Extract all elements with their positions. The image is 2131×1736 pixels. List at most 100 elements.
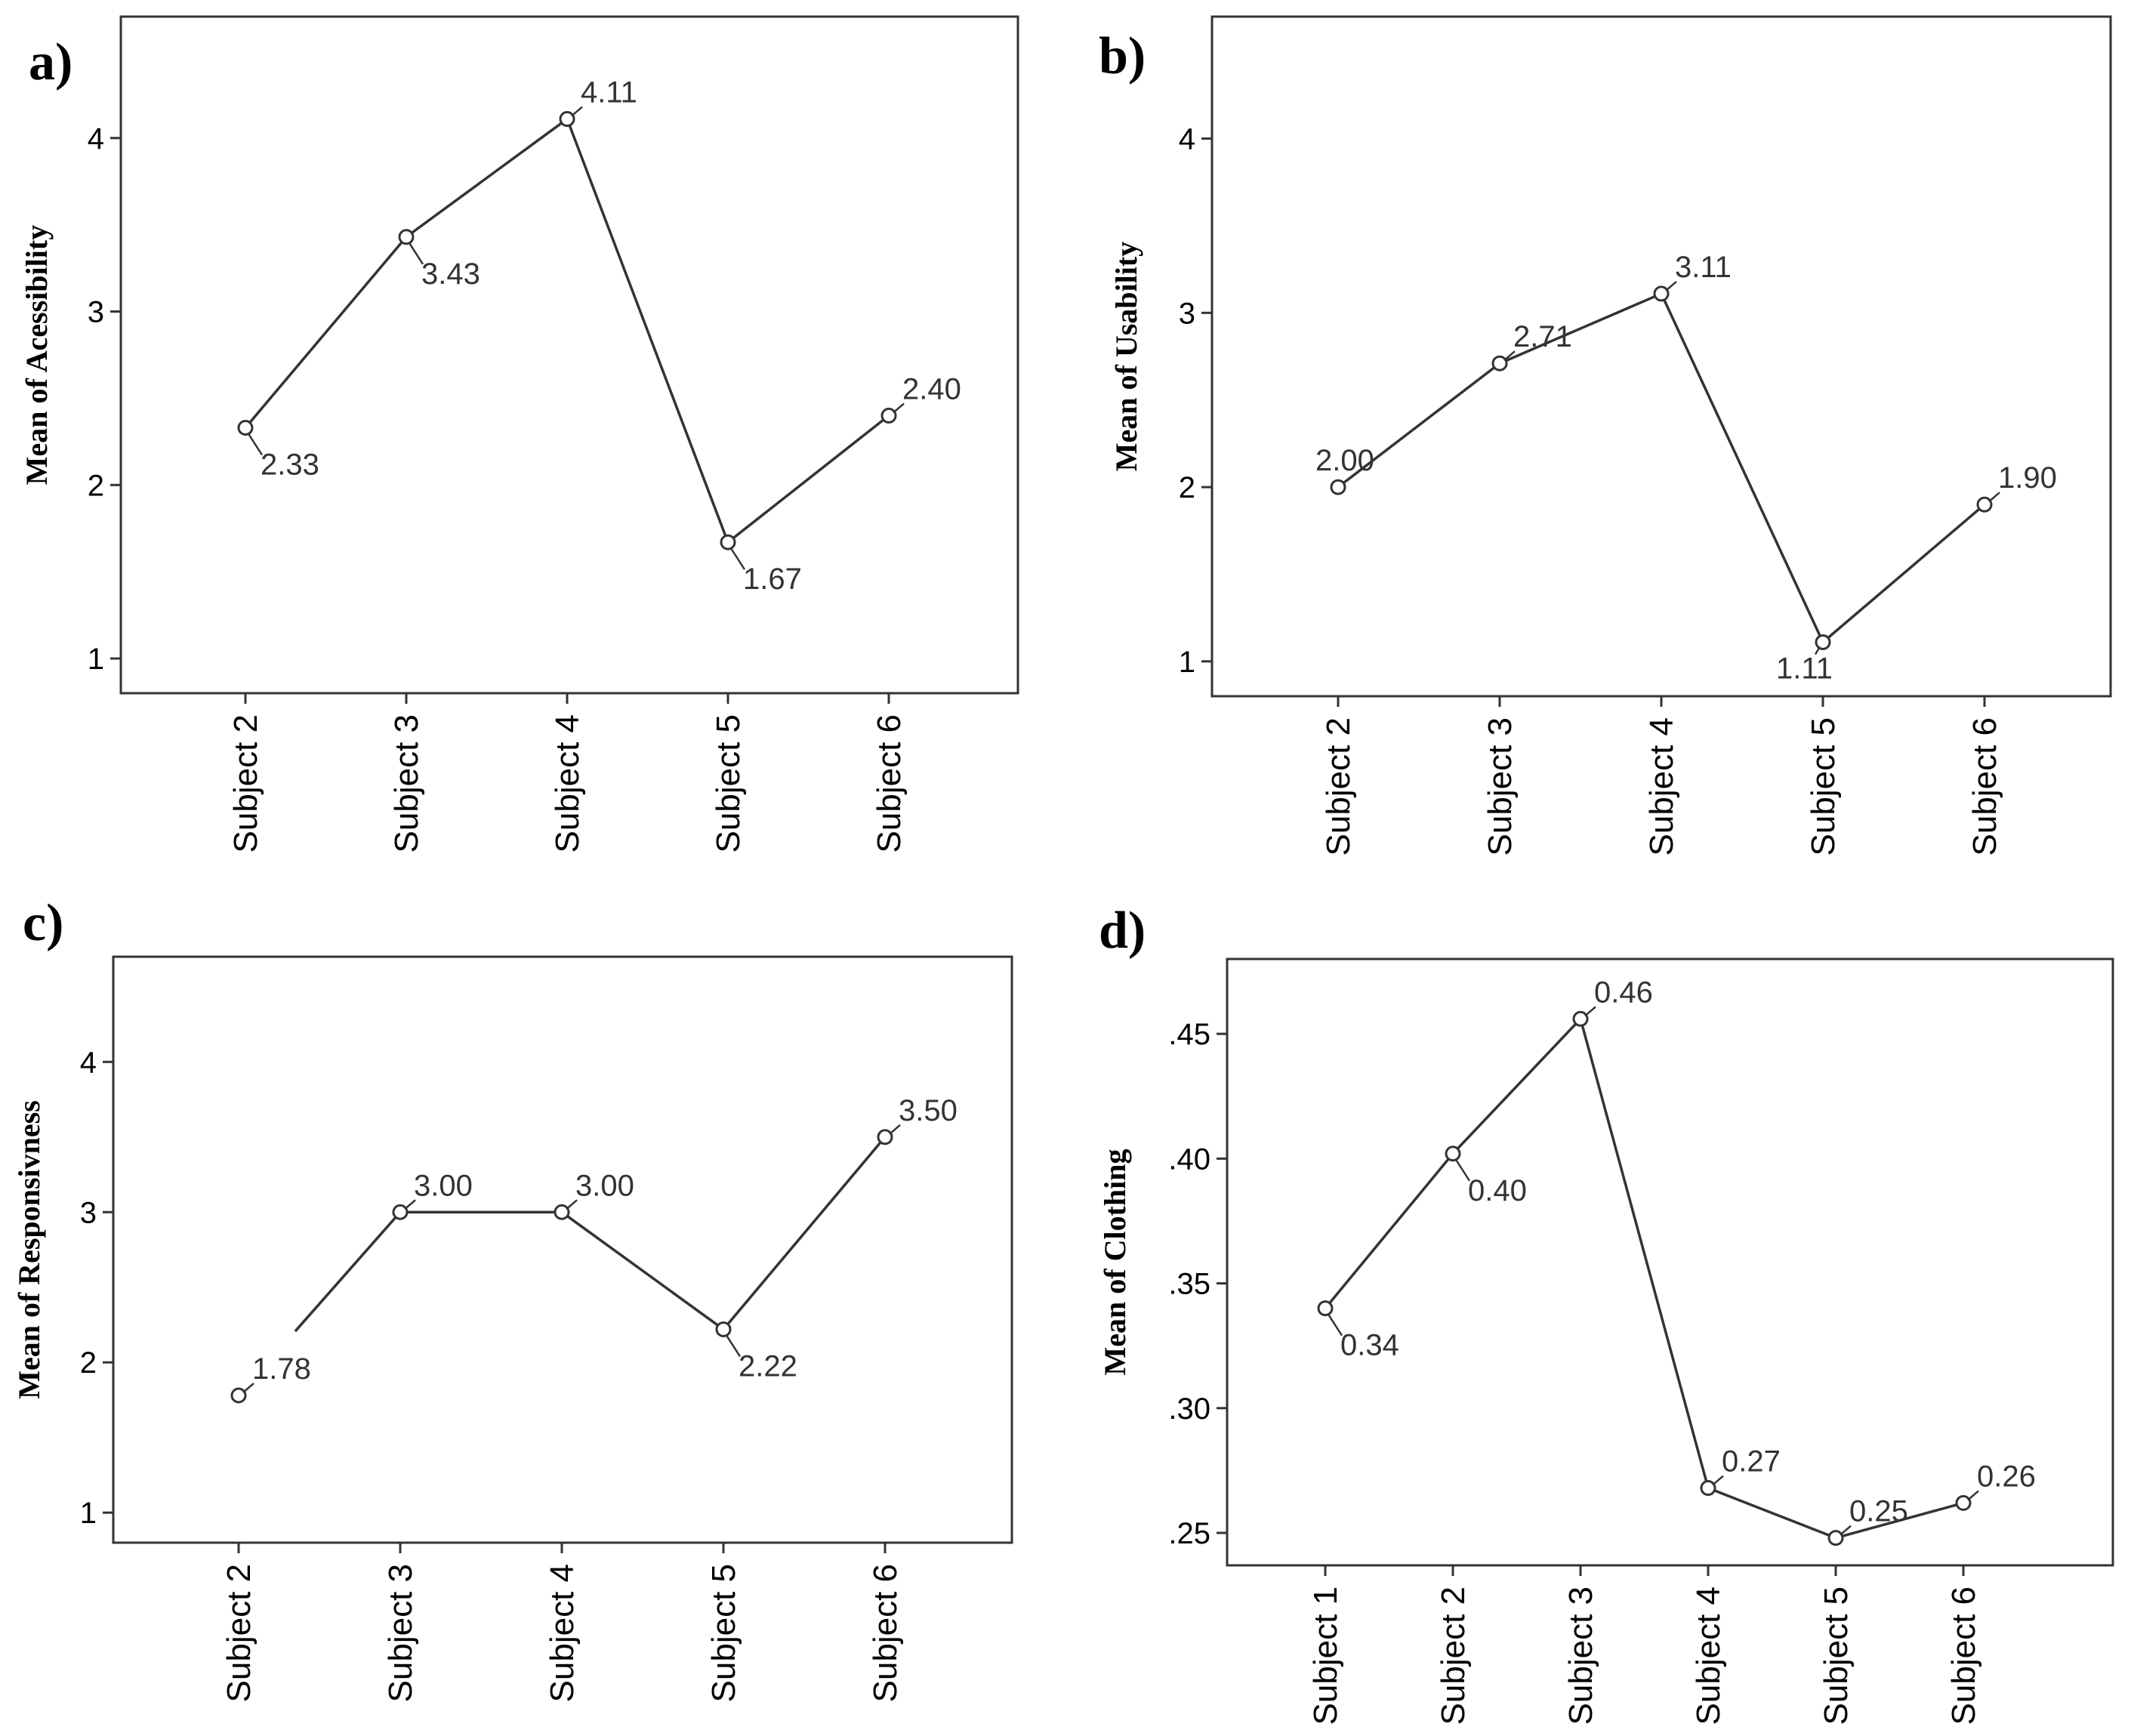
data-label: 2.71 xyxy=(1513,320,1572,353)
series-line xyxy=(244,116,890,544)
y-tick-label: .30 xyxy=(1168,1392,1210,1426)
data-point xyxy=(720,534,736,550)
data-label: 4.11 xyxy=(581,76,637,109)
y-axis-label: Mean of Acessibility xyxy=(20,225,54,485)
data-label: 0.46 xyxy=(1594,976,1653,1009)
series-line xyxy=(1324,1016,1964,1540)
panel-letter: a) xyxy=(29,33,72,91)
x-tick-label: Subject 5 xyxy=(1818,1586,1855,1725)
x-tick-label: Subject 5 xyxy=(1805,717,1842,856)
y-tick-label: 1 xyxy=(1179,646,1195,679)
y-tick-label: .40 xyxy=(1168,1142,1210,1176)
chart-panel-b: b) Mean of Usability 1 2 3 4 Subject 2 Subject … xyxy=(1099,15,2112,856)
data-point xyxy=(1815,634,1831,650)
data-label: 0.26 xyxy=(1977,1460,2036,1493)
data-point xyxy=(1976,496,1993,513)
x-tick-label: Subject 4 xyxy=(544,1564,581,1702)
data-point xyxy=(237,419,254,436)
y-tick-label: .35 xyxy=(1168,1268,1210,1301)
data-label: 2.40 xyxy=(902,372,961,405)
data-label: 3.00 xyxy=(575,1169,634,1202)
data-point xyxy=(398,229,415,245)
label-leader xyxy=(1665,280,1677,291)
plot-frame xyxy=(1226,957,2114,1567)
data-point xyxy=(1330,479,1346,495)
data-point xyxy=(559,111,575,128)
plot-frame xyxy=(112,955,1013,1544)
x-tick-label: Subject 2 xyxy=(227,714,264,853)
label-leader xyxy=(408,242,424,265)
data-label: 2.22 xyxy=(739,1349,797,1383)
x-tick-label: Subject 2 xyxy=(1435,1586,1472,1725)
x-tick-label: Subject 5 xyxy=(705,1564,742,1702)
y-tick-label: .45 xyxy=(1168,1018,1210,1051)
label-leader xyxy=(889,1124,901,1135)
x-tick-label: Subject 6 xyxy=(867,1564,904,1702)
data-label: 1.90 xyxy=(1998,461,2057,495)
data-label: 3.43 xyxy=(421,257,480,291)
data-point xyxy=(554,1204,570,1220)
y-tick-label: 1 xyxy=(80,1497,97,1530)
x-tick-label: Subject 6 xyxy=(1945,1586,1982,1725)
x-tick-label: Subject 2 xyxy=(221,1564,258,1702)
y-tick-label: 4 xyxy=(80,1046,97,1079)
data-label: 0.34 xyxy=(1340,1329,1399,1362)
data-label: 0.27 xyxy=(1722,1445,1781,1479)
x-tick-label: Subject 4 xyxy=(549,714,586,853)
label-leader xyxy=(1712,1475,1724,1486)
series-line xyxy=(294,1211,402,1333)
data-point xyxy=(1317,1300,1334,1317)
data-point xyxy=(877,1129,893,1146)
x-tick-label: Subject 3 xyxy=(1482,717,1519,856)
data-label: 3.50 xyxy=(899,1094,958,1127)
plot-frame xyxy=(1210,15,2112,698)
x-tick-label: Subject 4 xyxy=(1690,1586,1727,1725)
x-tick-label: Subject 5 xyxy=(710,714,747,853)
label-leader xyxy=(1503,350,1516,362)
label-leader xyxy=(725,1334,742,1358)
label-leader xyxy=(1967,1490,1979,1501)
x-tick-label: Subject 6 xyxy=(1966,717,2003,856)
data-point xyxy=(1491,355,1508,372)
data-label: 2.00 xyxy=(1315,444,1374,477)
data-point xyxy=(880,407,897,424)
label-leader xyxy=(1454,1159,1471,1182)
y-axis-label: Mean of Responsivness xyxy=(12,1100,46,1399)
y-tick-label: .25 xyxy=(1168,1517,1210,1550)
label-leader xyxy=(242,1383,254,1393)
label-leader xyxy=(1327,1313,1343,1337)
y-tick-label: 4 xyxy=(88,122,104,156)
x-tick-label: Subject 6 xyxy=(871,714,908,853)
series-line xyxy=(400,1136,887,1331)
data-point xyxy=(1653,285,1670,302)
data-label: 0.40 xyxy=(1468,1174,1527,1207)
y-tick-label: 2 xyxy=(80,1346,97,1380)
label-leader xyxy=(247,433,264,456)
x-tick-label: Subject 3 xyxy=(388,714,425,853)
label-leader xyxy=(1584,1006,1596,1017)
data-point xyxy=(1572,1010,1589,1027)
y-tick-label: 3 xyxy=(88,296,104,329)
data-label: 3.00 xyxy=(414,1169,473,1202)
panel-letter: b) xyxy=(1099,27,1146,85)
x-tick-label: Subject 3 xyxy=(382,1564,419,1702)
label-leader xyxy=(1840,1525,1852,1536)
series-line xyxy=(1337,291,1986,645)
label-leader xyxy=(729,547,746,570)
x-tick-label: Subject 1 xyxy=(1307,1586,1344,1725)
data-label: 1.78 xyxy=(252,1352,311,1386)
y-tick-label: 3 xyxy=(1179,297,1195,330)
label-leader xyxy=(571,106,583,117)
x-tick-label: Subject 3 xyxy=(1562,1586,1599,1725)
y-tick-label: 1 xyxy=(88,643,104,676)
data-label: 1.11 xyxy=(1776,652,1833,685)
data-point xyxy=(1827,1530,1844,1546)
data-point xyxy=(1445,1146,1461,1162)
plot-frame xyxy=(119,15,1019,695)
data-label: 0.25 xyxy=(1849,1495,1908,1528)
y-tick-label: 2 xyxy=(88,469,104,502)
panel-letter: d) xyxy=(1099,902,1146,960)
data-point xyxy=(1700,1480,1716,1497)
label-leader xyxy=(893,402,905,414)
